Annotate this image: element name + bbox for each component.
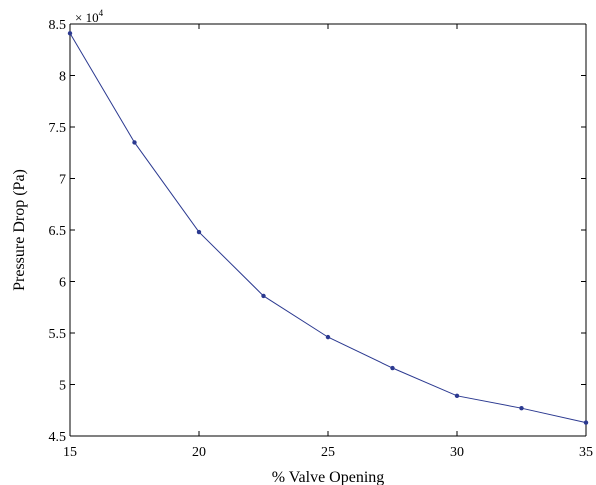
- data-point: [196, 229, 202, 235]
- y-tick-label: 6: [59, 276, 66, 291]
- y-tick-label: 7: [59, 173, 66, 188]
- y-tick-label: 8: [59, 70, 66, 85]
- series-line: [69, 33, 587, 424]
- y-tick-label: 8.5: [49, 18, 67, 33]
- y-ticks: 4.5 5 5.5 6 6.5 7 7.5 8 8.5: [49, 18, 586, 445]
- data-point: [454, 393, 460, 399]
- y-tick-label: 6.5: [49, 224, 67, 239]
- data-point: [67, 31, 73, 36]
- y-multiplier: × 104: [75, 8, 104, 25]
- data-point: [261, 293, 266, 299]
- x-tick-label: 15: [63, 445, 77, 460]
- y-tick-label: 5.5: [49, 327, 67, 342]
- y-multiplier-exponent: 4: [99, 8, 104, 18]
- x-ticks: 15 20 25 30 35: [63, 24, 593, 460]
- data-point: [325, 334, 331, 340]
- data-point: [132, 140, 137, 145]
- data-point: [519, 405, 524, 411]
- y-tick-label: 5: [59, 379, 66, 394]
- x-axis-title: % Valve Opening: [272, 469, 385, 485]
- x-tick-label: 25: [321, 445, 335, 460]
- y-tick-label: 7.5: [49, 121, 67, 136]
- y-multiplier-base: × 10: [75, 10, 99, 25]
- series-layer: [67, 31, 589, 425]
- x-tick-label: 30: [450, 445, 464, 460]
- x-tick-label: 20: [192, 445, 206, 460]
- plot-frame: [69, 23, 587, 437]
- y-axis-title: Pressure Drop (Pa): [11, 169, 28, 291]
- y-tick-label: 4.5: [49, 430, 67, 445]
- x-tick-label: 35: [579, 445, 593, 460]
- data-point: [583, 420, 589, 425]
- data-point: [390, 365, 395, 371]
